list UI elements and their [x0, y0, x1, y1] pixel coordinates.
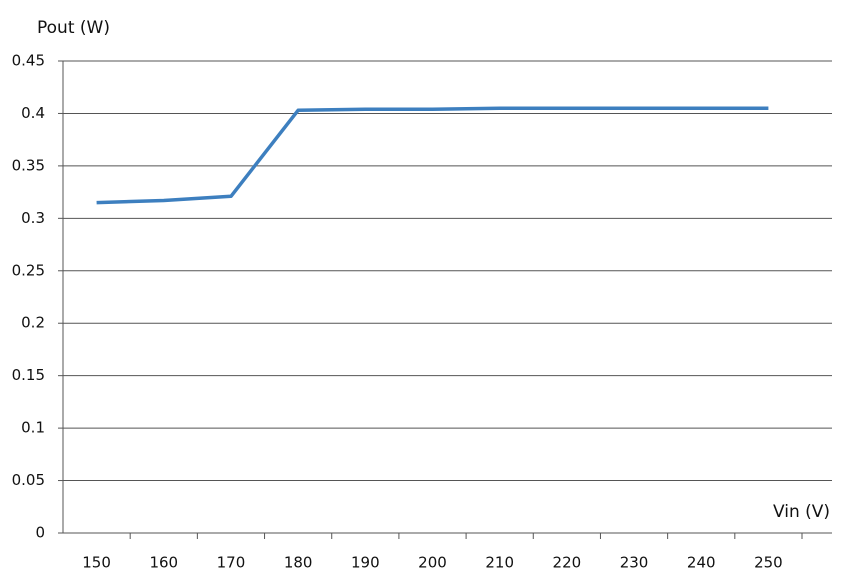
x-tick-label: 240: [687, 554, 716, 572]
y-tick-label: 0.3: [21, 209, 45, 227]
x-tick-label: 250: [754, 554, 783, 572]
data-line: [96, 106, 769, 205]
y-tick-label: 0.45: [12, 52, 45, 70]
y-tick-label: 0.15: [12, 366, 45, 384]
y-tick-label: 0.05: [12, 471, 45, 489]
x-tick-label: 150: [82, 554, 111, 572]
y-tick-label: 0.1: [21, 419, 45, 437]
x-tick-label: 180: [284, 554, 313, 572]
y-tick-label: 0: [35, 524, 45, 542]
y-tick-label: 0.2: [21, 314, 45, 332]
y-axis-title: Pout (W): [37, 18, 110, 38]
y-tick-label: 0.35: [12, 156, 45, 174]
x-axis-title: Vin (V): [773, 502, 830, 522]
y-tick-label: 0.4: [21, 104, 45, 122]
x-tick-label: 170: [217, 554, 246, 572]
x-tick-label: 220: [553, 554, 582, 572]
x-tick-label: 210: [485, 554, 514, 572]
y-tick-label: 0.25: [12, 261, 45, 279]
x-tick-label: 160: [149, 554, 178, 572]
x-tick-label: 190: [351, 554, 380, 572]
x-tick-label: 230: [620, 554, 649, 572]
x-tick-label: 200: [418, 554, 447, 572]
